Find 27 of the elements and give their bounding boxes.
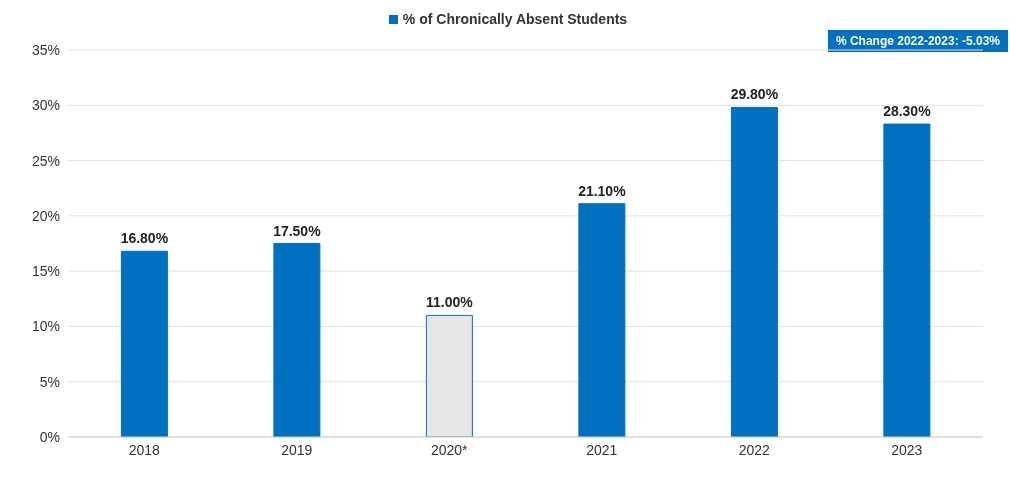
bar	[273, 243, 321, 437]
y-tick-label: 10%	[31, 318, 60, 335]
y-tick-label: 0%	[39, 428, 60, 445]
data-label: 21.10%	[578, 182, 627, 199]
text: % Change 2022-2023: -5.03%	[827, 30, 1008, 52]
y-tick-label: 20%	[31, 207, 60, 224]
y-tick-label: 5%	[39, 373, 60, 390]
data-label: 28.30%	[883, 103, 932, 120]
data-label: 29.80%	[730, 86, 779, 103]
x-tick-label: 2023	[891, 441, 923, 458]
bar	[578, 203, 626, 437]
x-tick-label: 2018	[128, 441, 161, 458]
x-tick-label: 2019	[281, 441, 313, 458]
data-label: 11.00%	[426, 294, 474, 311]
y-tick-label: 30%	[31, 97, 60, 114]
x-tick-label: 2021	[586, 441, 618, 458]
bar	[883, 123, 931, 437]
y-tick-label: 35%	[31, 41, 60, 58]
data-label: 16.80%	[120, 230, 169, 247]
y-tick-label: 25%	[31, 152, 60, 169]
bar	[120, 250, 168, 437]
y-tick-label: 15%	[31, 263, 60, 280]
bar	[730, 107, 778, 437]
legend-label: % of Chronically Absent Students	[402, 11, 628, 27]
x-tick-label: 2022	[738, 441, 771, 458]
data-label: 17.50%	[273, 222, 322, 239]
x-tick-label: 2020*	[430, 441, 469, 458]
